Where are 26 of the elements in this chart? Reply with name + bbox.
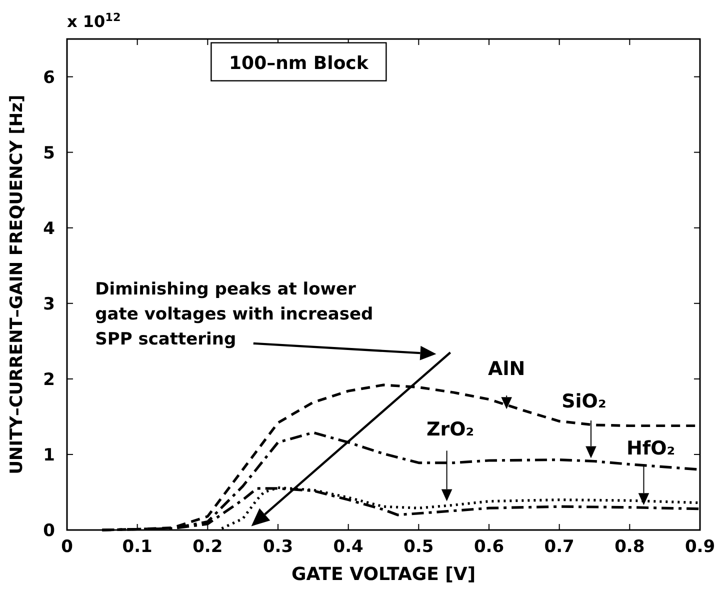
series-label: AlN [488,358,526,380]
x-tick-label: 0.3 [262,537,294,557]
x-tick-label: 0.8 [614,537,645,557]
y-tick-label: 1 [43,445,55,466]
y-tick-label: 2 [43,370,55,390]
x-tick-label: 0.6 [474,537,504,557]
text: x 10$^{12}$ [67,10,121,31]
x-tick-label: 0.5 [404,537,434,557]
y-tick-label: 3 [43,294,55,314]
text: ZrO₂ [426,418,474,441]
x-tick-label: 0.1 [122,537,152,557]
legend-label: HfO₂ [626,437,676,460]
text: 100–nm Block [229,52,370,74]
y-tick-label: 6 [43,68,55,88]
x-tick-label: 0.4 [333,537,364,557]
text: SiO₂ [562,390,606,413]
x-tick-label: 0.7 [544,537,574,557]
y-axis-title: UNITY–CURRENT–GAIN FREQUENCY [Hz] [7,94,27,474]
y-tick-label: 5 [43,143,55,164]
y-tick-label: 0 [43,521,56,541]
x-axis-title: GATE VOLTAGE [V] [291,564,476,585]
x-tick-label: 0 [61,537,74,557]
annotation: Diminishing peaks at lower gate voltages with increased SPP scattering [95,279,374,350]
x-tick-label: 0.9 [684,537,716,557]
y-tick-label: 4 [43,218,56,239]
x-tick-label: 0.2 [192,537,223,557]
